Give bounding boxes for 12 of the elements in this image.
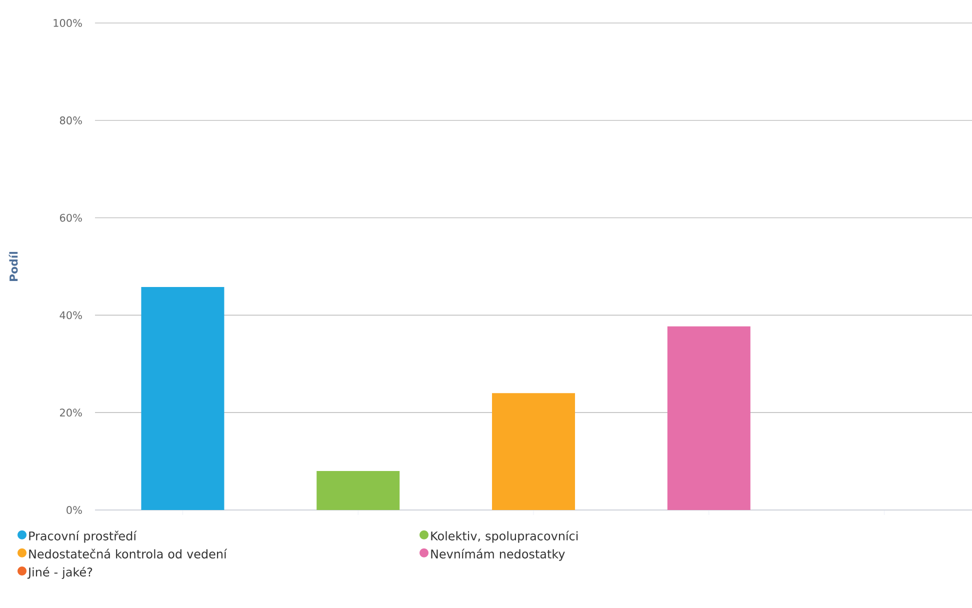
legend-label: Jiné - jaké? (27, 566, 92, 579)
legend-label: Kolektiv, spolupracovníci (431, 530, 578, 543)
y-axis-title: Podíl (8, 252, 18, 281)
legend-label: Nedostatečná kontrola od vedení (29, 548, 228, 559)
y-tick-label: 0% (66, 506, 82, 514)
legend-label: Nevnímám nedostatky (431, 548, 565, 561)
legend-label: Pracovní prostředí (29, 530, 137, 543)
y-tick-label: 60% (60, 214, 82, 222)
y-tick-label: 40% (60, 311, 82, 320)
y-tick-label: 100% (54, 19, 82, 27)
y-tick-label: 80% (60, 116, 82, 124)
y-tick-label: 20% (60, 408, 82, 417)
